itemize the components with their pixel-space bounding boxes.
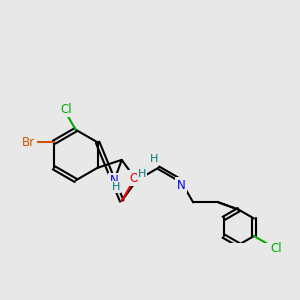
Text: Cl: Cl <box>61 103 72 116</box>
Text: Cl: Cl <box>270 242 282 255</box>
Text: H: H <box>150 154 159 164</box>
Text: H: H <box>138 169 146 179</box>
Text: O: O <box>129 172 138 185</box>
Text: N: N <box>110 174 118 187</box>
Text: H: H <box>112 182 120 192</box>
Text: Br: Br <box>22 136 35 149</box>
Text: N: N <box>177 178 185 192</box>
